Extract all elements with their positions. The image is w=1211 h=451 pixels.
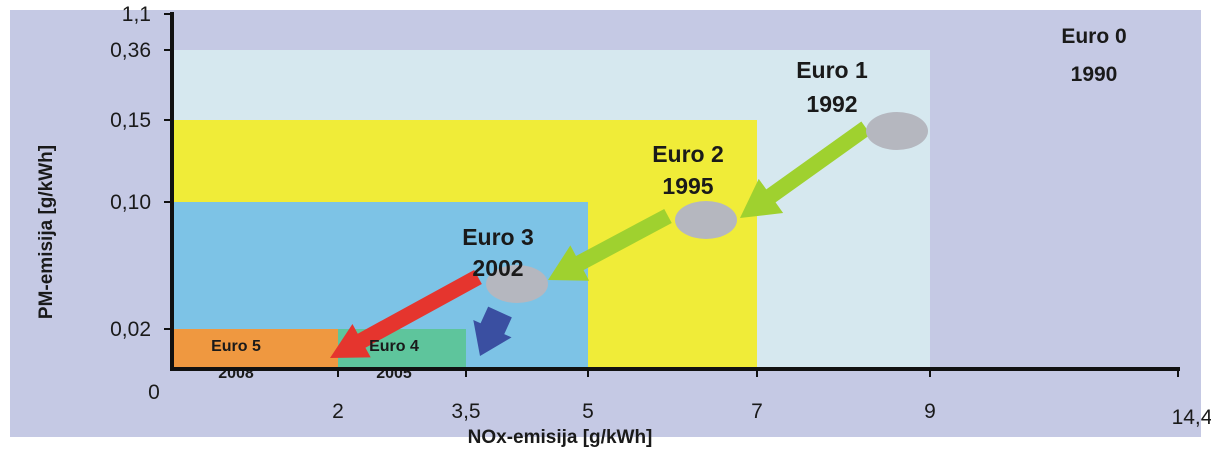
arrow-euro-1-to-euro-2 xyxy=(739,121,871,218)
y-tick-label: 0,36 xyxy=(110,39,151,62)
stage-name-euro-0: Euro 0 xyxy=(1061,25,1126,48)
x-tick-label: 7 xyxy=(751,400,763,423)
marker-euro-2 xyxy=(675,201,737,239)
y-tick-label: 0,15 xyxy=(110,109,151,132)
y-tick-label: 0,02 xyxy=(110,318,151,341)
stage-year-euro-2: 1995 xyxy=(662,173,713,199)
y-axis-title: PM-emisija [g/kWh] xyxy=(36,145,57,319)
y-tick-label: 0 xyxy=(148,381,160,404)
stage-year-euro-0: 1990 xyxy=(1071,63,1118,86)
arrow-euro-2-to-euro-3 xyxy=(547,208,672,281)
marker-euro-1 xyxy=(866,112,928,150)
arrow-euro-3-to-euro-5 xyxy=(329,269,482,359)
stage-name-euro-4: Euro 4 xyxy=(369,338,419,355)
stage-name-euro-1: Euro 1 xyxy=(796,57,868,83)
arrow-euro-3-to-euro-4 xyxy=(473,306,512,357)
x-tick-label: 3,5 xyxy=(451,400,480,423)
x-tick-label: 5 xyxy=(582,400,594,423)
stage-name-euro-2: Euro 2 xyxy=(652,141,724,167)
y-tick-label: 1,1 xyxy=(122,3,151,26)
stage-name-euro-5: Euro 5 xyxy=(211,338,261,355)
stage-year-euro-1: 1992 xyxy=(806,91,857,117)
stage-year-euro-3: 2002 xyxy=(472,255,523,281)
stage-name-euro-3: Euro 3 xyxy=(462,224,534,250)
marker-euro-3 xyxy=(486,265,548,303)
x-tick-label: 9 xyxy=(924,400,936,423)
x-tick-label: 14,4 xyxy=(1172,406,1211,429)
y-tick-label: 0,10 xyxy=(110,191,151,214)
x-tick-label: 2 xyxy=(332,400,344,423)
x-axis-title: NOx-emisija [g/kWh] xyxy=(468,427,653,448)
region-euro-5 xyxy=(172,329,338,369)
